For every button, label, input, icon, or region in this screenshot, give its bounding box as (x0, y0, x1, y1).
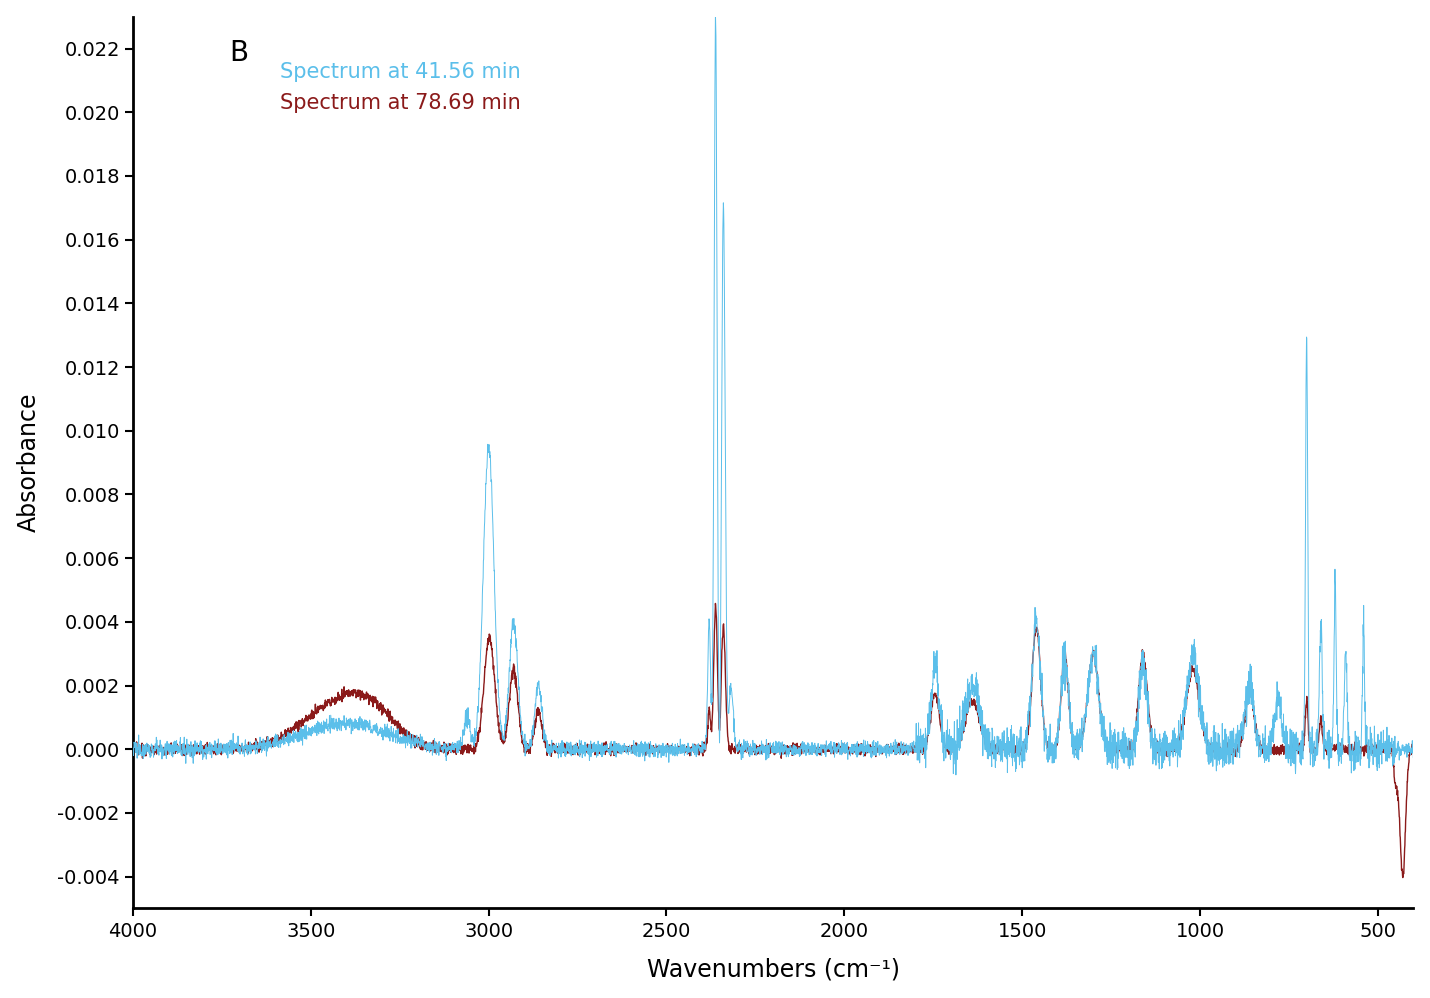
Y-axis label: Absorbance: Absorbance (17, 393, 40, 532)
Legend: Spectrum at 41.56 min, Spectrum at 78.69 min: Spectrum at 41.56 min, Spectrum at 78.69… (272, 54, 529, 121)
X-axis label: Wavenumbers (cm⁻¹): Wavenumbers (cm⁻¹) (646, 957, 899, 981)
Text: B: B (229, 39, 249, 67)
